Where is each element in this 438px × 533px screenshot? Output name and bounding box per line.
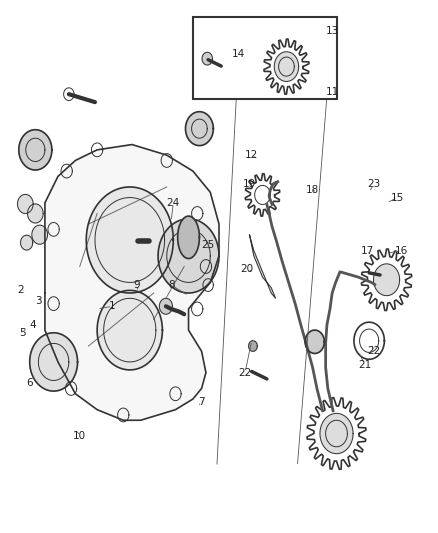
Polygon shape <box>45 144 219 420</box>
Polygon shape <box>374 264 399 296</box>
Text: 6: 6 <box>26 378 33 388</box>
Polygon shape <box>178 216 199 259</box>
Polygon shape <box>30 333 78 391</box>
Text: 22: 22 <box>367 346 380 357</box>
Text: 12: 12 <box>245 150 258 160</box>
Text: 2: 2 <box>18 285 24 295</box>
Text: 23: 23 <box>367 179 380 189</box>
Text: 24: 24 <box>167 198 180 208</box>
Text: 20: 20 <box>241 264 254 274</box>
Text: 18: 18 <box>306 184 319 195</box>
Text: 10: 10 <box>73 431 86 441</box>
Bar <box>193 17 336 100</box>
Polygon shape <box>158 219 219 293</box>
Polygon shape <box>305 330 324 353</box>
Text: 8: 8 <box>168 280 174 290</box>
Text: 7: 7 <box>198 397 205 407</box>
Text: 11: 11 <box>325 86 339 96</box>
Text: 14: 14 <box>232 50 245 59</box>
Polygon shape <box>97 290 162 370</box>
Text: 13: 13 <box>325 26 339 36</box>
Polygon shape <box>18 195 33 214</box>
Polygon shape <box>185 112 213 146</box>
Text: 21: 21 <box>358 360 371 369</box>
Polygon shape <box>19 130 52 170</box>
Polygon shape <box>86 187 173 293</box>
Text: 22: 22 <box>238 368 252 377</box>
Text: 4: 4 <box>29 320 36 330</box>
Text: 5: 5 <box>19 328 25 338</box>
Polygon shape <box>28 204 43 223</box>
Polygon shape <box>249 341 257 351</box>
Polygon shape <box>21 235 33 250</box>
Text: 15: 15 <box>391 192 404 203</box>
Polygon shape <box>202 52 212 65</box>
Text: 9: 9 <box>133 280 140 290</box>
Polygon shape <box>159 298 173 314</box>
Text: 25: 25 <box>201 240 215 251</box>
Text: 17: 17 <box>360 246 374 256</box>
Polygon shape <box>250 235 276 298</box>
Text: 1: 1 <box>109 301 116 311</box>
Text: 3: 3 <box>35 296 42 306</box>
Polygon shape <box>320 414 353 454</box>
Polygon shape <box>32 225 47 244</box>
Text: 19: 19 <box>243 179 256 189</box>
Text: 16: 16 <box>395 246 408 256</box>
Polygon shape <box>274 52 299 82</box>
